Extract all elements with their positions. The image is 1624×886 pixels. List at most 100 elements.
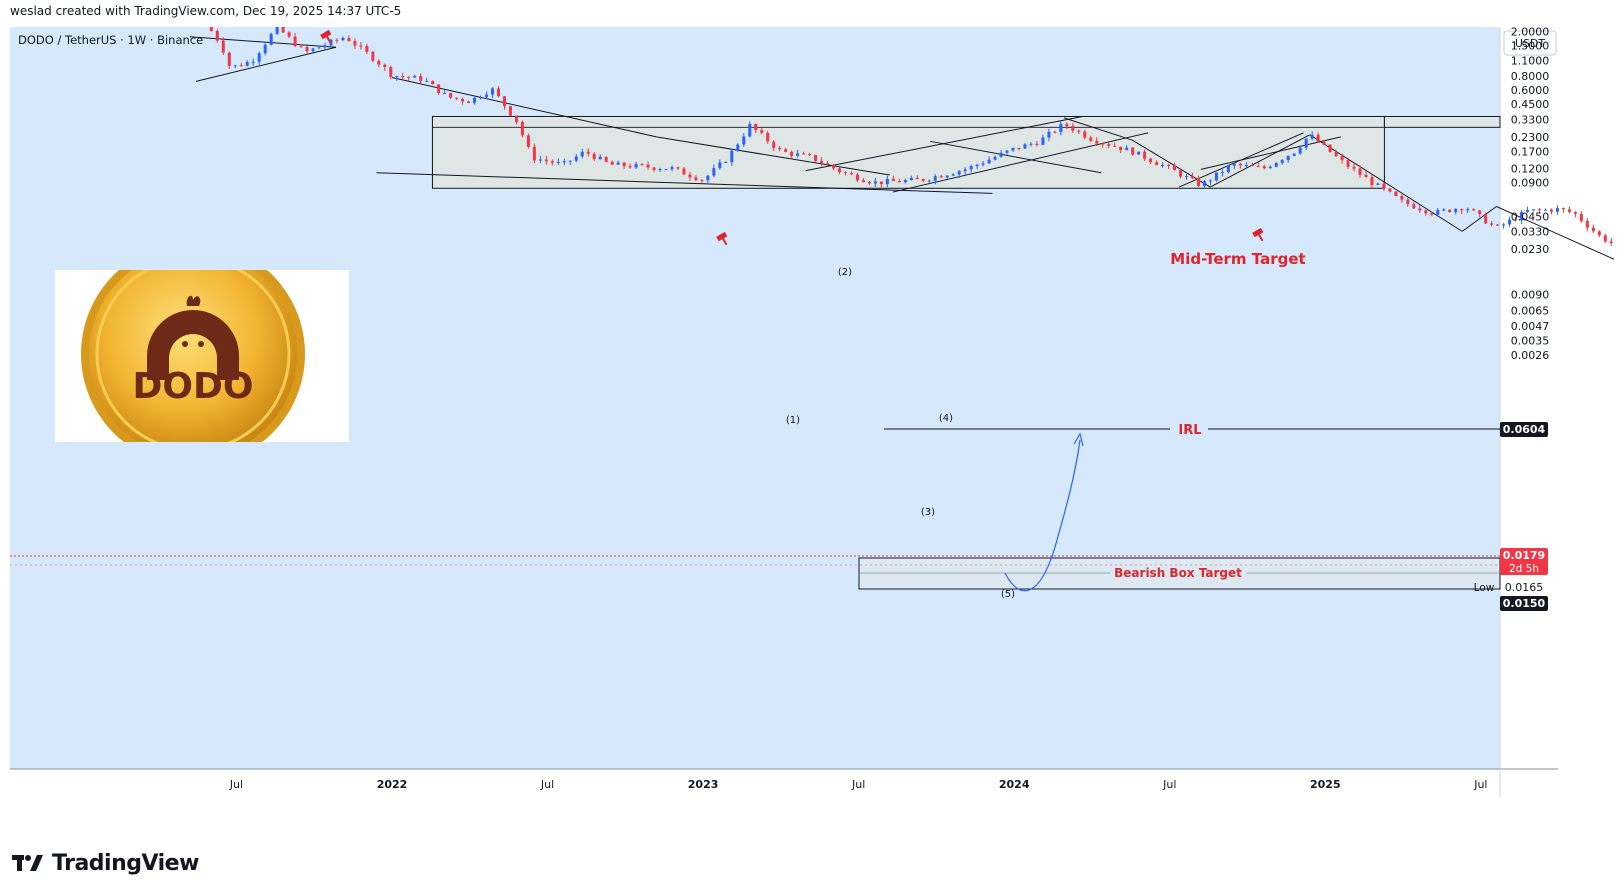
candle-body: [652, 167, 656, 170]
candle-body: [1466, 209, 1470, 211]
candle-body: [1280, 160, 1284, 163]
candle-body: [861, 180, 865, 183]
candle-body: [921, 179, 925, 181]
candle-body: [1585, 220, 1589, 228]
price-tick-label: 0.2300: [1511, 131, 1550, 144]
trendline[interactable]: [1063, 117, 1133, 141]
trendline[interactable]: [656, 136, 890, 176]
trendline[interactable]: [1309, 134, 1463, 232]
pin-icon-1[interactable]: [320, 29, 335, 45]
trendline[interactable]: [189, 36, 337, 48]
wave-label-1-group: (1): [786, 415, 800, 426]
wave-label-3: (3): [921, 507, 935, 518]
candle-body: [975, 164, 979, 167]
candle-body: [867, 182, 871, 184]
bearish-box-target-group[interactable]: Bearish Box Target: [858, 557, 1501, 590]
mid-term-target-zone[interactable]: [1383, 115, 1501, 128]
trendline[interactable]: [391, 76, 657, 138]
candle-body: [1059, 123, 1063, 132]
price-tick-label: 0.0065: [1511, 304, 1550, 317]
candle-body: [317, 47, 321, 49]
candle-body: [1238, 163, 1242, 166]
candle-body: [1179, 170, 1183, 177]
candle-body: [1478, 210, 1482, 214]
candle-body: [640, 163, 644, 165]
trendline[interactable]: [195, 46, 337, 82]
candle-body: [1591, 227, 1595, 232]
wave-label-2-group: (2): [838, 267, 852, 278]
time-tick-label: 2025: [1310, 778, 1341, 791]
pin-icon-3[interactable]: [1252, 227, 1267, 243]
candle-body: [1250, 165, 1254, 167]
trendline[interactable]: [1209, 134, 1310, 188]
trendline[interactable]: [930, 140, 1102, 174]
price-tick-label: 0.6000: [1511, 84, 1550, 97]
candle-body: [598, 156, 602, 160]
price-tick-label: 0.0330: [1511, 225, 1550, 238]
candle-body: [556, 161, 560, 163]
candle-body: [1089, 137, 1093, 141]
candle-body: [915, 177, 919, 180]
time-tick-label: Jul: [1162, 778, 1176, 791]
pin-icon-2[interactable]: [716, 231, 731, 247]
candle-body: [1268, 166, 1272, 169]
candle-body: [1496, 224, 1500, 226]
candle-body: [1376, 183, 1380, 185]
candle-body: [496, 88, 500, 97]
candle-body: [981, 163, 985, 165]
price-tick-label: 0.0450: [1511, 210, 1550, 223]
candle-body: [622, 162, 626, 167]
candle-body: [502, 96, 506, 107]
candle-body: [467, 101, 471, 104]
candles-layer: [209, 20, 1624, 255]
candle-body: [957, 171, 961, 175]
candle-body: [796, 153, 800, 156]
irl-line-group[interactable]: IRL: [884, 421, 1500, 438]
trendline[interactable]: [376, 172, 993, 194]
candle-body: [802, 153, 806, 155]
candle-body: [305, 46, 309, 52]
candle-body: [1220, 172, 1224, 174]
candle-body: [311, 48, 315, 52]
trendline[interactable]: [1200, 136, 1341, 170]
trendline[interactable]: [1461, 206, 1497, 232]
candle-body: [431, 81, 435, 85]
candle-body: [1364, 174, 1368, 178]
candle-body: [1352, 166, 1356, 169]
candle-body: [1131, 147, 1135, 155]
range-box[interactable]: [431, 115, 1385, 189]
candle-body: [257, 53, 261, 62]
candle-body: [1143, 151, 1147, 159]
chart-frame[interactable]: DODO / TetherUS · 1W · Binance USDT 2.00…: [10, 20, 1624, 852]
candle-body: [407, 76, 411, 78]
trendline[interactable]: [1496, 206, 1624, 266]
time-tick-label: Jul: [229, 778, 243, 791]
dodo-logo-text: DODO: [133, 366, 254, 407]
candle-body: [592, 153, 596, 160]
irl-label: IRL: [1178, 423, 1201, 438]
candle-body: [473, 97, 477, 104]
candle-body: [951, 174, 955, 176]
candle-body: [1460, 209, 1464, 211]
candle-body: [455, 97, 459, 99]
price-chart[interactable]: DODO / TetherUS · 1W · Binance USDT 2.00…: [10, 20, 1624, 852]
candle-body: [778, 147, 782, 150]
candle-body: [1214, 172, 1218, 181]
candle-body: [1472, 209, 1476, 211]
price-axis[interactable]: [1500, 27, 1614, 769]
candle-body: [1436, 210, 1440, 215]
low-price-tag: Low 0.0165: [1472, 581, 1543, 594]
candle-body: [1005, 150, 1009, 153]
currency-button[interactable]: USDT: [1503, 30, 1557, 56]
candle-body: [580, 151, 584, 157]
tradingview-footer[interactable]: TradingView: [12, 848, 199, 878]
candle-body: [736, 144, 740, 151]
candle-body: [389, 67, 393, 77]
time-axis[interactable]: [10, 769, 1500, 797]
price-tick-label: 0.1700: [1511, 146, 1550, 159]
candle-body: [658, 169, 662, 171]
candle-body: [281, 24, 285, 33]
candle-body: [437, 84, 441, 94]
candle-body: [754, 123, 758, 131]
